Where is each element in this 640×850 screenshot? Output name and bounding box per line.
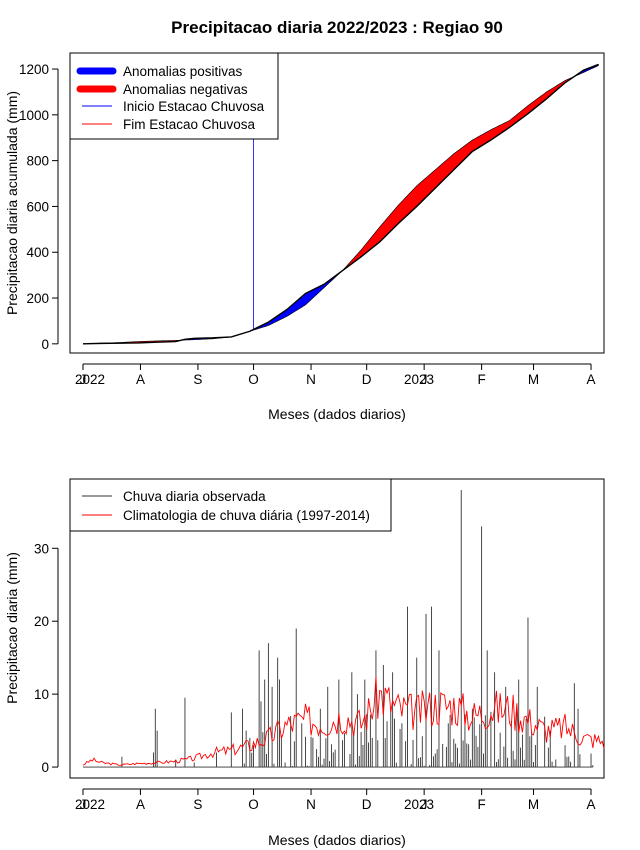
legend-label-climatology: Climatologia de chuva diária (1997-2014) xyxy=(123,508,370,523)
p1-xtick-label-8: M xyxy=(528,372,539,387)
p2-xtick-label-6: J xyxy=(421,797,428,812)
p1-ytick-label-0: 0 xyxy=(41,337,49,352)
p2-xtick-label-2: S xyxy=(193,797,202,812)
legend-label-end: Fim Estacao Chuvosa xyxy=(123,117,256,132)
plot-frame-1 xyxy=(69,52,605,354)
panel-daily: 0 10 20 30 J A S O N D J F M A 2022 2023 Meses (dado… xyxy=(4,478,605,848)
y-axis-label-2: Precipitacao diaria (mm) xyxy=(4,552,20,704)
p1-ytick-label-4: 800 xyxy=(26,154,49,169)
daily-rain-bars xyxy=(82,489,594,768)
legend-1: Anomalias positivas Anomalias negativas … xyxy=(69,52,279,140)
p1-xtick-label-7: F xyxy=(478,372,486,387)
anomaly-negative-3 xyxy=(344,76,575,270)
p2-xtick-label-1: A xyxy=(136,797,145,812)
legend-label-observed: Chuva diaria observada xyxy=(123,489,266,504)
p1-xtick-label-3: O xyxy=(248,372,259,387)
p2-xtick-label-5: D xyxy=(362,797,372,812)
p2-xtick-label-4: N xyxy=(306,797,316,812)
p2-ytick-label-1: 10 xyxy=(34,687,49,702)
x-year-2023-1: 2023 xyxy=(404,372,434,387)
x-axis-label-2: Meses (dados diarios) xyxy=(268,832,406,848)
climatology-line xyxy=(82,676,605,766)
legend-2: Chuva diaria observada Climatologia de c… xyxy=(69,478,392,532)
anomaly-positive-2 xyxy=(180,267,345,341)
p2-xtick-label-0: J xyxy=(80,797,87,812)
x-year-2022-2: 2022 xyxy=(75,797,105,812)
legend-label-positive: Anomalias positivas xyxy=(123,64,243,79)
legend-label-onset: Inicio Estacao Chuvosa xyxy=(123,99,265,114)
x-year-2022-1: 2022 xyxy=(75,372,105,387)
p1-ytick-label-5: 1000 xyxy=(19,108,49,123)
legend-label-negative: Anomalias negativas xyxy=(123,82,248,97)
y-axis-1: 0 200 400 600 800 1000 1200 xyxy=(19,62,59,352)
y-axis-2: 0 10 20 30 xyxy=(34,541,59,775)
p1-ytick-label-6: 1200 xyxy=(19,62,49,77)
observed-cumulative-line xyxy=(82,63,599,345)
x-axis-label-1: Meses (dados diarios) xyxy=(268,406,406,422)
p1-ytick-label-3: 600 xyxy=(26,199,49,214)
y-axis-label-1: Precipitacao diaria acumulada (mm) xyxy=(4,91,20,315)
chart-title: Precipitacao diaria 2022/2023 : Regiao 9… xyxy=(171,18,503,37)
p1-xtick-label-6: J xyxy=(421,372,428,387)
p1-ytick-label-1: 200 xyxy=(26,291,49,306)
legend-box-1 xyxy=(69,52,279,140)
p1-xtick-label-4: N xyxy=(306,372,316,387)
x-year-2023-2: 2023 xyxy=(404,797,434,812)
p1-ytick-label-2: 400 xyxy=(26,245,49,260)
p2-ytick-label-2: 20 xyxy=(34,614,49,629)
p2-xtick-label-7: F xyxy=(478,797,486,812)
p2-ytick-label-0: 0 xyxy=(41,760,49,775)
p2-ytick-label-3: 30 xyxy=(34,541,49,556)
p1-xtick-label-0: J xyxy=(80,372,87,387)
p2-xtick-label-8: M xyxy=(528,797,539,812)
p1-xtick-label-5: D xyxy=(362,372,372,387)
p2-xtick-label-9: A xyxy=(587,797,596,812)
p1-xtick-label-2: S xyxy=(193,372,202,387)
p1-xtick-label-1: A xyxy=(136,372,145,387)
p1-xtick-label-9: A xyxy=(587,372,596,387)
p2-xtick-label-3: O xyxy=(248,797,259,812)
legend-box-2 xyxy=(69,478,392,532)
panel-cumulative: 0 200 400 600 800 1000 1200 J A S O N D J F M A 2022 20… xyxy=(4,52,605,422)
